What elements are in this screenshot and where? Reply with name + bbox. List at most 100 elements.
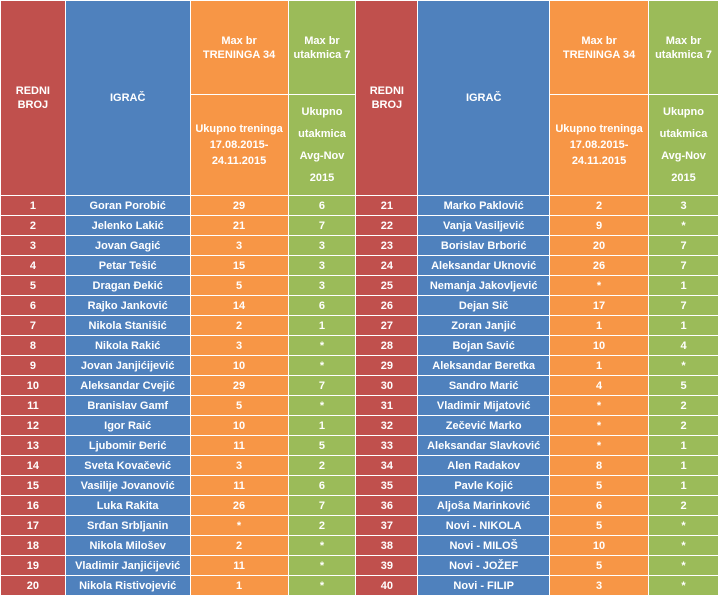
player-name: Dejan Sič <box>417 295 551 316</box>
row-number: 32 <box>355 415 419 436</box>
trainings-count: 17 <box>549 295 650 316</box>
player-name: Jelenko Lakić <box>64 215 191 236</box>
player-name: Aleksandar Uknović <box>417 255 551 276</box>
matches-count: * <box>287 575 357 596</box>
player-name: Alen Radakov <box>417 455 551 476</box>
header-max-treninga-right: Max br TRENINGA 34 <box>549 0 650 95</box>
matches-count: * <box>287 335 357 356</box>
player-name: Petar Tešić <box>64 255 191 276</box>
table-row: 6 Rajko Janković 14 6 26 Dejan Sič 17 7 <box>0 295 719 316</box>
matches-count: 6 <box>287 195 357 216</box>
matches-count: 1 <box>648 475 719 496</box>
row-number: 36 <box>355 495 419 516</box>
attendance-table: REDNI BROJ IGRAČ Max br TRENINGA 34 Max … <box>0 0 719 596</box>
row-number: 8 <box>0 335 66 356</box>
table-row: 9 Jovan Janjićijević 10 * 29 Aleksandar Beret… <box>0 355 719 376</box>
player-name: Rajko Janković <box>64 295 191 316</box>
trainings-count: 6 <box>549 495 650 516</box>
matches-count: 3 <box>287 235 357 256</box>
trainings-count: 26 <box>549 255 650 276</box>
player-name: Vladimir Mijatović <box>417 395 551 416</box>
header-max-utakmica-right: Max br utakmica 7 <box>648 0 719 95</box>
matches-count: 7 <box>648 235 719 256</box>
player-name: Aleksandar Slavković <box>417 435 551 456</box>
matches-count: 2 <box>287 515 357 536</box>
row-number: 12 <box>0 415 66 436</box>
row-number: 28 <box>355 335 419 356</box>
row-number: 29 <box>355 355 419 376</box>
row-number: 22 <box>355 215 419 236</box>
row-number: 14 <box>0 455 66 476</box>
matches-count: * <box>648 535 719 556</box>
matches-count: 7 <box>648 255 719 276</box>
row-number: 10 <box>0 375 66 396</box>
table-row: 3 Jovan Gagić 3 3 23 Borislav Brborić 20 7 <box>0 235 719 256</box>
row-number: 25 <box>355 275 419 296</box>
matches-count: * <box>648 355 719 376</box>
trainings-count: 10 <box>549 335 650 356</box>
matches-count: 1 <box>648 275 719 296</box>
player-name: Branislav Gamf <box>64 395 191 416</box>
trainings-count: 3 <box>189 335 289 356</box>
row-number: 38 <box>355 535 419 556</box>
trainings-count: 3 <box>549 575 650 596</box>
matches-count: 6 <box>287 475 357 496</box>
row-number: 6 <box>0 295 66 316</box>
row-number: 4 <box>0 255 66 276</box>
row-number: 23 <box>355 235 419 256</box>
player-name: Nikola Milošev <box>64 535 191 556</box>
matches-count: 7 <box>648 295 719 316</box>
header-redni-broj: REDNI BROJ <box>0 0 66 196</box>
matches-count: 2 <box>648 395 719 416</box>
trainings-count: 1 <box>189 575 289 596</box>
trainings-count: * <box>549 395 650 416</box>
table-row: 10 Aleksandar Cvejić 29 7 30 Sandro Marić 4 5 <box>0 375 719 396</box>
row-number: 40 <box>355 575 419 596</box>
matches-count: * <box>648 515 719 536</box>
header-redni-broj-right: REDNI BROJ <box>355 0 419 196</box>
trainings-count: 26 <box>189 495 289 516</box>
row-number: 16 <box>0 495 66 516</box>
table-row: 4 Petar Tešić 15 3 24 Aleksandar Uknović 26 7 <box>0 255 719 276</box>
trainings-count: 5 <box>549 515 650 536</box>
player-name: Aleksandar Beretka <box>417 355 551 376</box>
player-name: Dragan Đekić <box>64 275 191 296</box>
player-name: Novi - JOŽEF <box>417 555 551 576</box>
trainings-count: 5 <box>549 555 650 576</box>
player-name: Igor Raić <box>64 415 191 436</box>
matches-count: 4 <box>648 335 719 356</box>
row-number: 26 <box>355 295 419 316</box>
trainings-count: 9 <box>549 215 650 236</box>
matches-count: 7 <box>287 375 357 396</box>
row-number: 11 <box>0 395 66 416</box>
table-row: 13 Ljubomir Đerić 11 5 33 Aleksandar Slavkovi… <box>0 435 719 456</box>
player-name: Novi - FILIP <box>417 575 551 596</box>
row-number: 20 <box>0 575 66 596</box>
trainings-count: 1 <box>549 355 650 376</box>
header-ukupno-treninga-right: Ukupno treninga 17.08.2015- 24.11.2015 <box>549 94 650 196</box>
trainings-count: 14 <box>189 295 289 316</box>
header-igrac-right: IGRAČ <box>417 0 551 196</box>
row-number: 19 <box>0 555 66 576</box>
player-name: Goran Porobić <box>64 195 191 216</box>
row-number: 39 <box>355 555 419 576</box>
matches-count: * <box>287 395 357 416</box>
player-name: Zoran Janjić <box>417 315 551 336</box>
matches-count: * <box>287 555 357 576</box>
player-name: Srđan Srbljanin <box>64 515 191 536</box>
trainings-count: * <box>549 275 650 296</box>
player-name: Aljoša Marinković <box>417 495 551 516</box>
row-number: 9 <box>0 355 66 376</box>
trainings-count: * <box>549 435 650 456</box>
trainings-count: 5 <box>189 395 289 416</box>
player-name: Pavle Kojić <box>417 475 551 496</box>
row-number: 21 <box>355 195 419 216</box>
row-number: 5 <box>0 275 66 296</box>
row-number: 27 <box>355 315 419 336</box>
table-row: 14 Sveta Kovačević 3 2 34 Alen Radakov 8 1 <box>0 455 719 476</box>
trainings-count: 2 <box>549 195 650 216</box>
trainings-count: 5 <box>549 475 650 496</box>
header-ukupno-utakmica-right: Ukupno utakmica Avg-Nov 2015 <box>648 94 719 196</box>
player-name: Marko Paklović <box>417 195 551 216</box>
trainings-count: 29 <box>189 375 289 396</box>
